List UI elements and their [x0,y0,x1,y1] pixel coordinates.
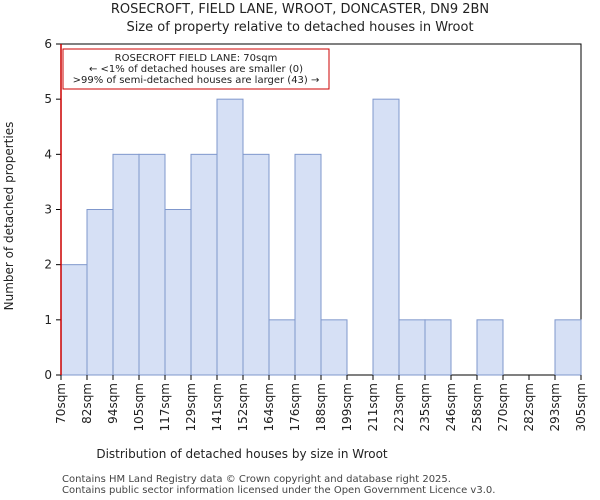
x-tick-label-246sqm: 246sqm [444,383,458,431]
bar-70sqm [60,264,88,376]
bar-94sqm [112,153,140,376]
x-tick-label-223sqm: 223sqm [392,383,406,431]
x-tick-label-293sqm: 293sqm [548,383,562,431]
x-tick-label-152sqm: 152sqm [236,383,250,431]
annotation-border [62,48,330,90]
x-tick-label-305sqm: 305sqm [574,383,588,431]
bar-211sqm [372,98,400,376]
chart-title-line-1: ROSECROFT, FIELD LANE, WROOT, DONCASTER,… [110,2,490,17]
bar-293sqm [554,319,582,376]
x-tick-label-176sqm: 176sqm [288,383,302,431]
bar-176sqm [294,153,322,376]
bar-258sqm [476,319,504,376]
x-tick-label-141sqm: 141sqm [210,383,224,431]
x-axis: 70sqm 82sqm 94sqm 105sqm 117sqm 129sqm 141sqm 1… [54,375,588,431]
bar-82sqm [86,209,114,376]
y-axis-label: Number of detached properties [2,122,16,311]
x-tick-label-70sqm: 70sqm [54,383,68,424]
y-tick-label-4: 4 [44,147,52,161]
x-tick-label-199sqm: 199sqm [340,383,354,431]
x-tick-label-188sqm: 188sqm [314,383,328,431]
x-tick-label-94sqm: 94sqm [106,383,120,424]
y-tick-label-3: 3 [44,203,52,217]
x-tick-label-105sqm: 105sqm [132,383,146,431]
bar-117sqm [164,209,192,376]
x-tick-label-270sqm: 270sqm [496,383,510,431]
y-tick-label-1: 1 [44,313,52,327]
y-tick-label-5: 5 [44,92,52,106]
chart-title-line-2: Size of property relative to detached ho… [126,20,474,35]
x-tick-label-211sqm: 211sqm [366,383,380,431]
annotation-line-1: ROSECROFT FIELD LANE: 70sqm [115,53,278,64]
bar-129sqm [190,153,218,376]
footer-line-1: Contains HM Land Registry data © Crown c… [62,474,451,485]
bar-188sqm [320,319,348,376]
bar-223sqm [398,319,426,376]
x-tick-label-82sqm: 82sqm [80,383,94,424]
y-tick-label-2: 2 [44,258,52,272]
x-tick-label-235sqm: 235sqm [418,383,432,431]
y-tick-label-6: 6 [44,37,52,51]
y-tick-label-0: 0 [44,368,52,382]
bar-152sqm [242,153,270,376]
y-axis: 0 1 2 3 4 5 6 [44,37,61,382]
x-tick-label-258sqm: 258sqm [470,383,484,431]
annotation-box: ROSECROFT FIELD LANE: 70sqm ← <1% of det… [62,48,330,90]
bar-105sqm [138,153,166,376]
x-axis-label: Distribution of detached houses by size … [96,447,388,461]
footer-line-2: Contains public sector information licen… [62,485,496,496]
bar-164sqm [268,319,296,376]
bar-141sqm [216,98,244,376]
x-tick-label-282sqm: 282sqm [522,383,536,431]
bars-group [60,98,582,376]
x-tick-label-164sqm: 164sqm [262,383,276,431]
bar-235sqm [424,319,452,376]
annotation-line-2: ← <1% of detached houses are smaller (0) [89,64,303,75]
x-tick-label-129sqm: 129sqm [184,383,198,431]
x-tick-label-117sqm: 117sqm [158,383,172,431]
annotation-line-3: >99% of semi-detached houses are larger … [73,75,320,86]
